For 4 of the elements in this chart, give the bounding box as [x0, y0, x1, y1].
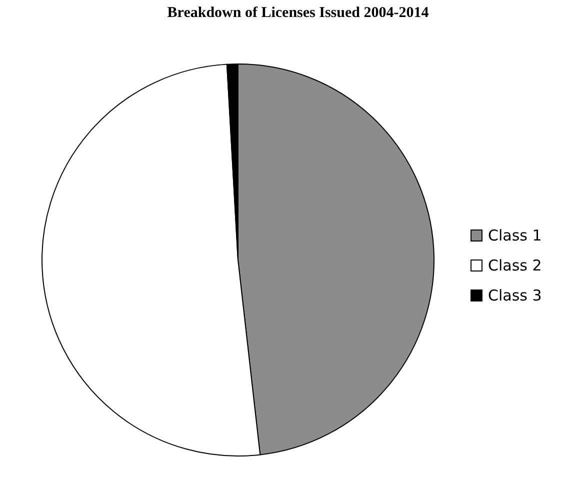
- chart-title: Breakdown of Licenses Issued 2004-2014: [167, 5, 430, 21]
- legend-label: Class 1: [488, 226, 542, 244]
- legend-label: Class 2: [488, 256, 542, 274]
- legend-label: Class 3: [488, 286, 542, 304]
